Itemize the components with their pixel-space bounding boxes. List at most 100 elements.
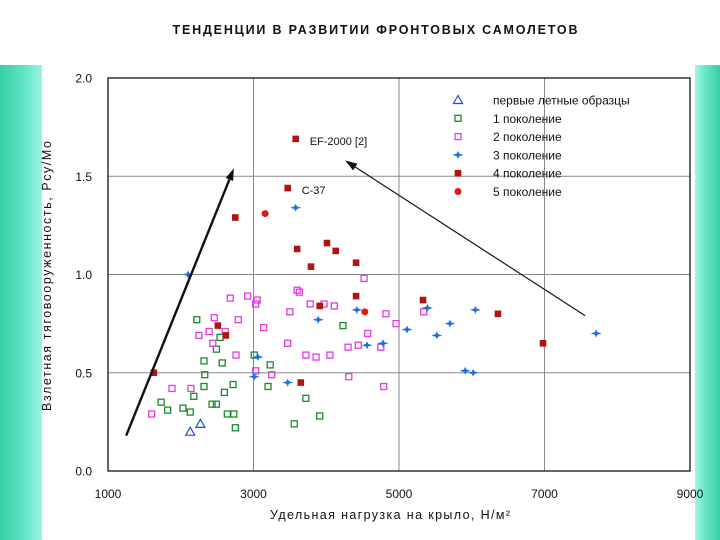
data-point-series-2: [420, 308, 428, 316]
data-point-series-1: [157, 398, 165, 406]
data-point-series-4: [494, 310, 502, 318]
data-point-series-2: [326, 351, 334, 359]
data-point-series-3: [182, 270, 194, 279]
data-point-series-3: [377, 339, 389, 348]
trend-arrow-head: [225, 168, 234, 182]
data-point-series-2: [286, 308, 294, 316]
data-point-series-1: [200, 357, 208, 365]
data-point-series-3: [361, 341, 373, 350]
series-0: [184, 418, 206, 436]
legend-marker-series-0: [452, 94, 464, 105]
left-background-band: [0, 65, 42, 540]
data-point-series-3: [459, 366, 471, 375]
x-tick-label: 1000: [95, 487, 122, 501]
data-point-series-4: [222, 332, 230, 339]
data-point-series-3: [290, 203, 302, 212]
legend-label: 5 поколение: [493, 185, 562, 199]
data-point-series-2: [312, 353, 320, 361]
data-point-series-2: [252, 367, 260, 375]
x-tick-label: 7000: [531, 487, 558, 501]
data-point-series-1: [201, 371, 209, 379]
series-3: [182, 203, 602, 387]
series-2: [147, 274, 428, 418]
trend-arrow-line: [354, 166, 586, 317]
legend-label: 2 поколение: [493, 130, 562, 144]
data-point-series-4: [150, 369, 158, 377]
legend: первые летные образцы 1 поколение 2 поколе…: [452, 94, 630, 199]
series-5: [261, 210, 369, 316]
data-point-series-1: [208, 400, 216, 408]
data-point-series-2: [244, 292, 252, 300]
data-point-series-3: [421, 303, 433, 312]
data-point-series-2: [364, 329, 372, 338]
data-point-series-1: [302, 394, 310, 402]
x-tick-label: 3000: [240, 487, 267, 501]
data-point-series-3: [351, 305, 363, 314]
data-point-series-1: [179, 404, 187, 412]
data-point-series-1: [193, 316, 201, 324]
data-point-series-4: [284, 184, 291, 192]
data-point-series-0: [184, 425, 196, 436]
data-point-series-1: [316, 412, 324, 420]
data-point-series-3: [248, 372, 260, 381]
data-point-series-4: [539, 339, 547, 347]
data-point-series-4: [292, 135, 299, 143]
series-4: [150, 135, 547, 386]
data-point-series-1: [186, 408, 194, 416]
y-tick-label: 1.0: [75, 268, 92, 282]
data-point-series-2: [187, 384, 195, 393]
data-point-series-1: [290, 420, 298, 428]
legend-label: 1 поколение: [493, 112, 562, 126]
data-point-series-4: [316, 302, 324, 310]
data-point-series-2: [205, 327, 213, 336]
legend-label: 4 поколение: [493, 167, 562, 181]
legend-marker-series-1: [454, 114, 462, 122]
data-point-series-4: [352, 292, 360, 300]
data-point-series-2: [302, 351, 310, 359]
y-axis-label: Взлетная тяговооруженность, Рсу/Мо: [40, 141, 54, 411]
data-point-series-5: [261, 210, 269, 218]
data-point-series-3: [282, 378, 294, 387]
data-point-series-0: [194, 418, 206, 428]
data-point-series-4: [293, 245, 301, 253]
data-point-series-2: [260, 323, 268, 332]
data-point-series-1: [218, 359, 226, 367]
x-tick-label: 5000: [386, 487, 413, 501]
data-point-series-2: [168, 384, 176, 393]
data-point-series-2: [232, 351, 240, 359]
data-point-series-4: [332, 247, 340, 255]
data-point-series-2: [392, 319, 400, 328]
data-point-series-3: [401, 325, 413, 334]
data-point-series-1: [220, 388, 229, 397]
data-point-series-1: [230, 410, 238, 418]
data-point-series-4: [352, 259, 360, 267]
point-label: С-37: [302, 185, 326, 197]
data-point-series-1: [164, 406, 172, 414]
data-point-series-3: [252, 353, 264, 362]
grid-lines: [108, 78, 690, 471]
data-point-series-2: [293, 286, 301, 294]
right-background-band: [695, 65, 720, 540]
point-label: EF-2000 [2]: [310, 136, 367, 148]
data-point-series-1: [231, 424, 239, 432]
data-point-series-1: [190, 392, 198, 400]
data-point-series-2: [210, 314, 218, 322]
data-point-series-3: [444, 319, 456, 328]
trend-arrows: [125, 160, 586, 437]
point-labels: С-37 EF-2000 [2]: [302, 136, 367, 197]
data-point-series-2: [330, 302, 338, 310]
data-point-series-2: [226, 294, 234, 302]
trend-arrow-head: [345, 160, 358, 171]
legend-marker-series-2: [454, 132, 462, 141]
trend-arrow-line: [125, 179, 231, 437]
data-point-series-2: [380, 382, 388, 391]
data-point-series-3: [312, 315, 324, 324]
data-point-series-2: [382, 310, 390, 318]
data-point-series-2: [209, 339, 217, 347]
data-point-series-2: [234, 316, 242, 324]
legend-marker-series-4: [454, 169, 462, 177]
data-point-series-1: [266, 361, 274, 369]
data-point-series-4: [323, 239, 331, 247]
data-series: [147, 135, 602, 436]
legend-label: первые летные образцы: [493, 94, 630, 108]
